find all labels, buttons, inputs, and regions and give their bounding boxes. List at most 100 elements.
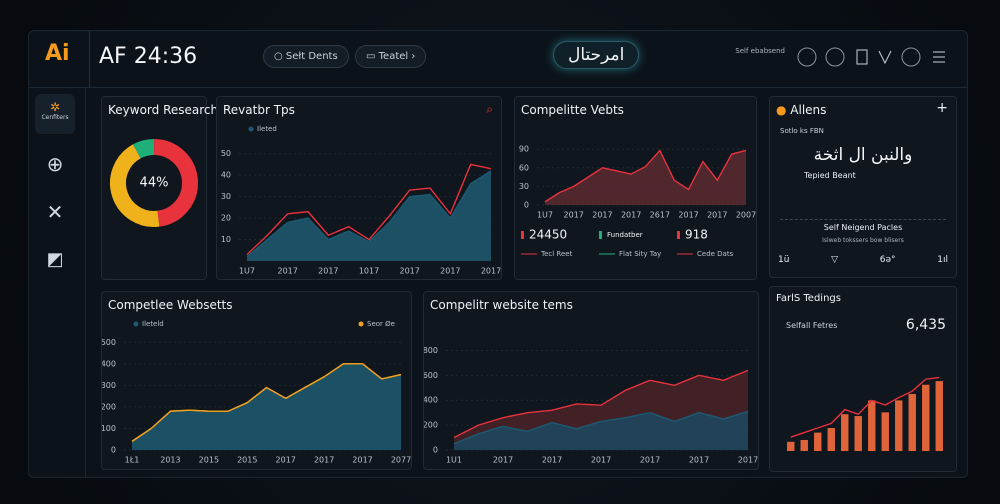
section-note: Islweb tokssers bow blisers <box>822 237 904 244</box>
x-tick-label: 1U7 <box>239 267 255 276</box>
user-label[interactable]: Self ebabsend <box>735 47 785 55</box>
panel-title: Compelitr website tems <box>430 298 573 312</box>
x-tick-label: 2017 <box>314 456 334 465</box>
x-tick-label: 1U7 <box>537 211 553 220</box>
legend-swatch <box>248 126 254 132</box>
x-tick-label: 1U1 <box>446 456 462 465</box>
y-tick-label: 500 <box>102 338 116 347</box>
x-tick-label: 2017 <box>276 456 296 465</box>
x-tick-label: 2017 <box>738 456 758 465</box>
panel-title: Competlee Websetts <box>108 298 233 312</box>
alert-subline: Tepied Beant <box>804 171 856 180</box>
stat-label: Cede Dats <box>697 250 734 258</box>
nav-chart[interactable]: ◩ <box>46 249 64 270</box>
metric-total: 6,435 <box>905 317 946 333</box>
nav-label: Cenfiters <box>41 114 69 121</box>
x-tick-label: 2017 <box>352 456 372 465</box>
y-tick-label: 10 <box>221 235 231 244</box>
y-tick-label: 800 <box>424 346 438 355</box>
y-tick-label: 300 <box>102 381 116 390</box>
footer-item[interactable]: 1ıl <box>937 255 948 265</box>
x-tick-label: 2007 <box>736 211 756 220</box>
area-fill <box>247 170 491 261</box>
series-line <box>246 170 492 258</box>
y-tick-label: 400 <box>102 359 116 368</box>
x-tick-label: 2017 <box>707 211 727 220</box>
search-icon[interactable]: ⌕ <box>486 102 493 116</box>
icon-settings[interactable] <box>901 47 921 67</box>
y-tick-label: 100 <box>102 424 116 433</box>
x-tick-label: 1Ł1 <box>125 456 140 465</box>
footer-item[interactable]: 1ü <box>778 255 790 265</box>
divider <box>89 31 90 87</box>
websites-panel: Competlee Websetts 0 100 200 300 400 500 1Ł1 20… <box>101 291 412 470</box>
section-title: Self Neigend Pacles <box>823 223 903 232</box>
header-rule <box>29 87 967 88</box>
x-tick-label: 2017 <box>277 267 297 276</box>
x-tick-label: 2017 <box>564 211 584 220</box>
search-label: Sełt Dents <box>285 51 338 62</box>
legend-label: Ileteld <box>142 320 164 328</box>
series-line <box>246 163 492 256</box>
icon-doc[interactable] <box>856 49 868 65</box>
x-tick-label: 2015 <box>237 456 257 465</box>
center-badge[interactable]: امرحتال <box>553 41 640 69</box>
series-line <box>453 369 749 439</box>
y-tick-label: 600 <box>424 371 438 380</box>
stat-label: Flat Sity Tay <box>619 250 661 258</box>
header-icons <box>797 47 945 67</box>
bar-chart <box>787 376 943 451</box>
bar <box>800 439 808 451</box>
donut-slice <box>153 139 198 227</box>
logo[interactable]: Ai <box>45 41 70 66</box>
nav-add[interactable]: ⊕ <box>46 152 64 176</box>
area-fill <box>545 150 746 205</box>
x-tick-label: 2017 <box>481 267 501 276</box>
legend-swatch <box>358 321 364 327</box>
stat-value: Fundatber <box>607 231 643 239</box>
keyword-panel: Keyword Research 44% <box>101 96 218 280</box>
donut-slice <box>132 139 155 159</box>
y-tick-label: 50 <box>221 149 231 158</box>
filter-label: Teatel <box>378 51 409 62</box>
trends-panel: FarlS Tedings Selfall Fetres 6,435 <box>769 286 957 472</box>
icon-chevron[interactable] <box>878 50 892 65</box>
add-icon[interactable]: + <box>936 100 948 116</box>
bar <box>895 400 903 451</box>
legend-label: Seor Øe <box>367 320 395 328</box>
icon-menu[interactable] <box>933 51 945 63</box>
icon-music[interactable] <box>797 47 817 67</box>
series-line <box>790 376 940 438</box>
filter-button[interactable]: ▭ Teatel › <box>355 45 427 68</box>
alerts-panel: ● Allens + Sotlo ks FBN والنبن ال اثخة T… <box>769 96 957 278</box>
dashboard: Ai AF 24:36 ○ Sełt Dents ▭ Teatel › امرح… <box>28 30 968 478</box>
area-chart: 0 100 200 300 400 500 1Ł1 2013 2015 2015 2017 2017 2… <box>102 320 411 465</box>
bar <box>868 400 876 451</box>
y-tick-label: 60 <box>519 163 529 172</box>
rule <box>780 219 946 221</box>
compete-panel: Compelitte Vebts 0 30 60 90 1U7 2017 2017 2017 2… <box>514 96 757 280</box>
nav-home[interactable]: ✲ Cenfiters <box>35 94 75 134</box>
panel-title: ● Allens <box>776 103 827 117</box>
bar <box>814 432 822 451</box>
footer-item[interactable]: 6ə° <box>879 255 896 265</box>
nav-tools[interactable]: ✕ <box>46 200 64 224</box>
panel-title: Revatbr Tps <box>223 103 295 117</box>
x-tick-label: 2077 <box>391 456 411 465</box>
y-tick-label: 0 <box>524 201 529 210</box>
panel-title: Keyword Research <box>108 103 219 117</box>
footer-item[interactable]: ▽ <box>831 255 839 265</box>
series-line <box>453 410 749 445</box>
x-tick-label: 2017 <box>542 456 562 465</box>
y-tick-label: 90 <box>519 145 529 154</box>
search-button[interactable]: ○ Sełt Dents <box>263 45 349 68</box>
y-tick-label: 30 <box>221 192 231 201</box>
icon-tools[interactable] <box>825 47 845 67</box>
y-tick-label: 400 <box>424 396 438 405</box>
area-fill <box>454 411 748 450</box>
alert-headline: والنبن ال اثخة <box>813 145 913 165</box>
y-tick-label: 0 <box>433 446 438 455</box>
stat-value: 918 <box>685 228 708 242</box>
y-tick-label: 200 <box>424 421 438 430</box>
